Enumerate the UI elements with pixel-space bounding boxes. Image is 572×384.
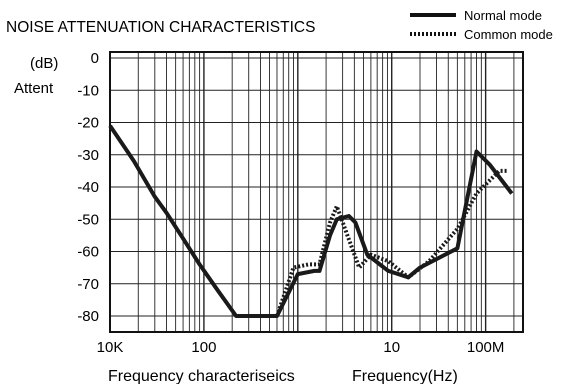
y-tick-label: -30 [77, 147, 99, 164]
x-tick-label: 10K [97, 339, 124, 356]
y-tick-label: -60 [77, 244, 99, 261]
y-axis-unit: (dB) [30, 55, 58, 72]
plot-frame [109, 51, 524, 333]
legend: Normal mode Common mode [410, 8, 553, 42]
grid [109, 52, 523, 332]
y-tick-label: 0 [91, 50, 99, 67]
x-tick-label: 100M [467, 339, 505, 356]
caption: Frequency characteriseics [108, 368, 295, 384]
x-tick-label: 100 [191, 339, 216, 356]
x-tick-label: 10 [383, 339, 400, 356]
y-tick-label: -10 [77, 82, 99, 99]
x-axis-label: Frequency(Hz) [352, 368, 458, 384]
y-tick-label: -50 [77, 211, 99, 228]
y-tick-label: -70 [77, 276, 99, 293]
y-tick-label: -80 [77, 308, 99, 325]
series-layer [108, 124, 514, 318]
series-line-normal-mode [108, 124, 514, 318]
legend-label-normal: Normal mode [464, 8, 542, 23]
legend-label-common: Common mode [464, 27, 553, 42]
y-axis-label: Attent [14, 80, 54, 97]
label-layer: 0 -10 -20 -30 -40 -50 -60 -70 -80 10K 100 10 100M [77, 50, 504, 356]
chart-title: NOISE ATTENUATION CHARACTERISTICS [6, 19, 315, 36]
y-tick-label: -40 [77, 179, 99, 196]
y-tick-label: -20 [77, 115, 99, 132]
